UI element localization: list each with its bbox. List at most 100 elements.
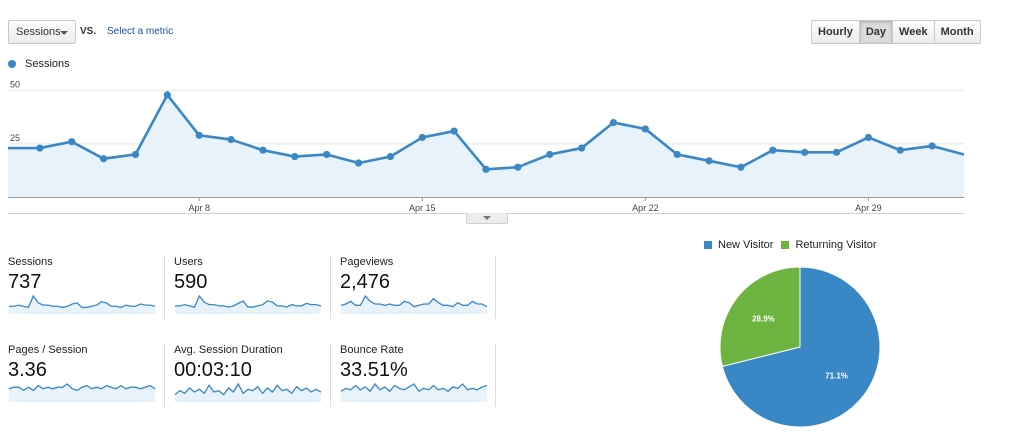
sessions-data-point [737,163,745,171]
vs-label: VS. [80,26,97,37]
pie-legend-item: New Visitor [704,239,773,251]
sessions-data-point [514,163,522,171]
sessions-data-point [705,157,713,165]
sessions-data-point [801,148,809,156]
returning-visitor-swatch [781,241,790,249]
sessions-data-point [673,150,681,159]
sessions-data-point [163,91,171,99]
metric-select[interactable]: Sessions [8,20,76,44]
sessions-data-point [896,146,904,154]
sessions-data-point [578,144,586,152]
y-tick-label: 50 [10,80,20,90]
sparkline-area [175,296,321,314]
sessions-data-point [641,125,649,133]
granularity-toggle: Hourly Day Week Month [811,20,981,44]
x-tick-label: Apr 22 [632,203,659,213]
metric-label: Pages / Session [8,344,88,356]
metric-value: 33.51% [340,359,408,381]
metric-sparkline [8,383,156,402]
chevron-down-icon [483,216,491,220]
sessions-data-point [832,148,841,156]
metric-value: 3.36 [8,359,47,381]
metric-sparkline [174,382,322,402]
divider [330,344,331,407]
metric-select-value: Sessions [16,26,61,38]
metric-value: 2,476 [340,271,391,293]
week-button[interactable]: Week [892,21,934,43]
sparkline-area [341,384,487,402]
sessions-data-point [546,150,554,159]
metric-value: 737 [8,271,42,293]
metric-value: 00:03:10 [174,359,252,381]
returning-visitor-legend-label: Returning Visitor [795,239,877,251]
sessions-data-point [864,133,873,142]
sparkline-area [9,296,155,314]
sessions-data-point [68,138,76,146]
sessions-data-point [928,142,936,150]
sparkline-area [175,384,321,402]
sessions-data-point [354,159,363,167]
pie-legend: New Visitor Returning Visitor [704,239,885,251]
sessions-line-chart[interactable]: 25 50 Apr 8 Apr 15 Apr 22 Apr 29 [0,70,970,230]
sparkline-line [340,294,488,308]
chart-legend: Sessions [8,58,70,70]
metric-sparkline [340,382,488,402]
metric-tile[interactable]: Pageviews 2,476 [340,256,497,326]
sessions-data-point [195,131,203,139]
sessions-legend-dot [8,60,16,68]
y-tick-label: 25 [10,133,20,143]
new-visitor-legend-label: New Visitor [718,239,774,251]
select-metric-link[interactable]: Select a metric [107,26,174,37]
sessions-data-point [36,144,44,152]
sparkline-line [175,294,322,308]
sessions-data-point [291,152,299,161]
month-button[interactable]: Month [933,21,980,43]
metric-tile[interactable]: Avg. Session Duration 00:03:10 [174,344,331,414]
sessions-data-point [418,133,426,142]
metric-label: Bounce Rate [340,344,404,356]
divider [495,256,496,319]
sessions-data-point [323,150,331,159]
metric-value: 590 [174,271,208,293]
metric-label: Users [174,256,203,268]
visitor-type-pie-chart[interactable]: 71.1% 28.9% [718,265,882,429]
sessions-data-point [609,118,618,127]
x-tick-label: Apr 8 [188,203,210,213]
sessions-area [8,94,964,197]
metric-label: Sessions [8,256,53,268]
sessions-data-point [100,155,108,163]
metric-sparkline [9,294,156,314]
sparkline-line [340,382,488,393]
sessions-data-point [482,165,490,173]
day-button[interactable]: Day [858,21,893,43]
metric-tile[interactable]: Users 590 [174,256,331,326]
sparkline-area [341,296,487,314]
divider [330,256,331,319]
hourly-button[interactable]: Hourly [812,21,859,43]
chevron-down-icon [60,31,68,35]
divider [164,256,165,319]
sessions-data-point [769,146,777,154]
sessions-data-point [386,152,394,161]
returning-visitor-slice [719,266,801,368]
collapse-chart-handle[interactable] [466,213,508,224]
sessions-data-point [259,146,267,154]
sessions-data-point [450,127,458,135]
sparkline-line [9,294,156,309]
metric-tile[interactable]: Bounce Rate 33.51% [340,344,497,414]
x-tick-label: Apr 29 [855,203,882,213]
new-visitor-slice [721,266,881,428]
sparkline-line [174,382,322,396]
sessions-data-point [227,135,235,144]
pie-legend-item: Returning Visitor [781,239,877,251]
pie-slice-label: 28.9% [752,314,775,323]
x-tick-label: Apr 15 [409,203,436,213]
sessions-legend-label: Sessions [25,58,70,70]
metric-sparkline [175,294,322,314]
sparkline-line [8,383,156,392]
new-visitor-swatch [704,241,712,249]
metric-tile[interactable]: Pages / Session 3.36 [8,344,165,414]
metric-tile[interactable]: Sessions 737 [8,256,165,326]
metric-sparkline [340,294,488,314]
metric-label: Avg. Session Duration [174,344,283,356]
